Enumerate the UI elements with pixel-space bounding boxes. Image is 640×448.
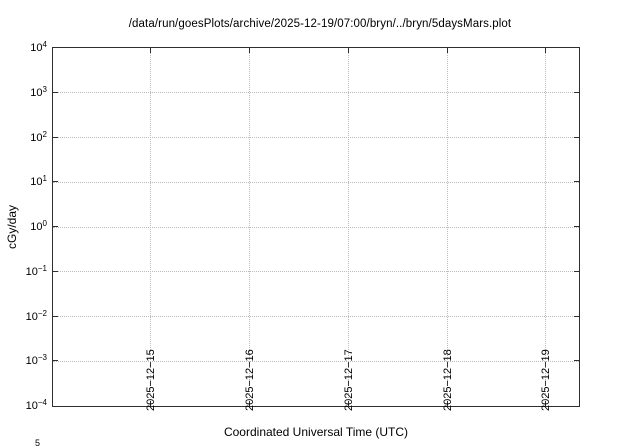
y-tick-left [52,181,58,183]
y-tick-left [52,360,58,362]
y-tick-label: 10−4 [25,398,47,413]
y-tick-label: 104 [30,40,47,55]
y-grid-line [52,92,579,94]
y-grid-line [52,271,579,273]
x-axis-label: Coordinated Universal Time (UTC) [223,425,409,439]
y-tick-label: 10−1 [25,263,47,278]
y-tick-label: 10−2 [25,308,47,323]
y-grid-line [52,316,579,317]
y-grid-line [52,137,579,138]
y-tick-label: 102 [30,129,47,144]
x-grid-line [249,47,251,406]
x-tick-bottom [248,400,250,406]
x-grid-line [150,47,152,406]
x-tick-bottom [347,400,349,406]
y-tick-right [573,315,579,317]
x-tick-bottom [149,400,151,406]
x-tick-bottom [446,400,448,406]
x-tick-label: 2025−12−16 [243,349,256,411]
x-grid-line [545,47,547,406]
x-tick-bottom [544,400,546,406]
x-tick-top [347,47,349,53]
x-tick-top [446,47,448,53]
y-tick-right [573,270,579,272]
y-tick-left [52,315,58,317]
y-grid-line [52,181,579,183]
y-tick-label: 100 [30,219,47,234]
x-tick-top [248,47,250,53]
y-tick-left [52,270,58,272]
grid-layer [52,47,579,406]
y-tick-right [573,91,579,93]
y-tick-label: 10−3 [25,353,47,368]
y-tick-right [573,226,579,227]
plot-area [51,46,580,407]
x-tick-top [544,47,546,53]
tick-marks-layer [52,47,579,406]
y-grid-line [52,226,579,228]
y-tick-left [52,226,58,227]
y-grid-line [52,360,579,362]
y-tick-right [573,181,579,183]
plot-title: /data/run/goesPlots/archive/2025-12-19/0… [128,18,512,30]
y-tick-right [573,360,579,362]
x-tick-label: 2025−12−19 [539,349,552,411]
y-tick-right [573,136,579,138]
x-grid-line [348,47,350,406]
x-tick-label: 2025−12−18 [441,349,454,411]
y-tick-left [52,136,58,138]
x-grid-line [447,47,448,406]
y-tick-label: 103 [30,84,47,99]
clipped-next-panel-tick-label: 5 [35,438,41,448]
x-tick-label: 2025−12−15 [144,349,157,411]
x-tick-label: 2025−12−17 [342,349,355,411]
x-tick-top [149,47,151,53]
y-tick-label: 101 [30,174,47,189]
y-tick-left [52,91,58,93]
